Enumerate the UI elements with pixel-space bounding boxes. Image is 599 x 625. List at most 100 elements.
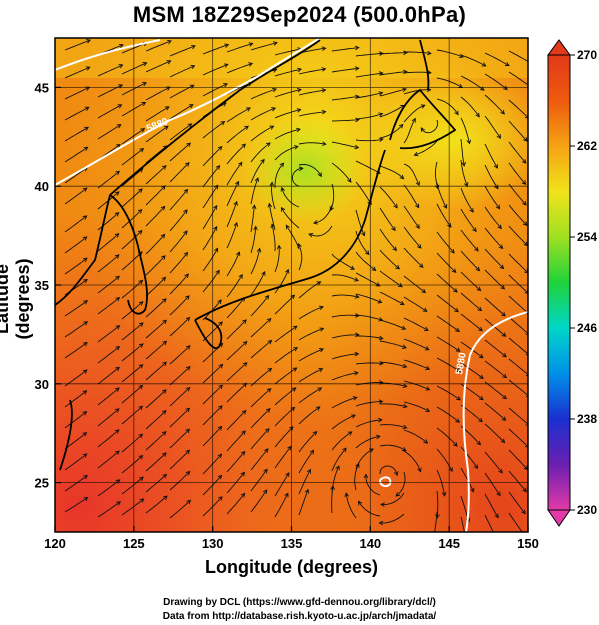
streamline — [271, 224, 276, 252]
streamline — [202, 270, 220, 293]
x-tick-label-125: 125 — [123, 536, 145, 551]
streamline-arrowhead — [420, 127, 425, 132]
streamline-arrowhead — [399, 174, 405, 180]
streamline — [145, 361, 167, 381]
streamline — [436, 427, 458, 447]
streamline — [460, 229, 479, 252]
streamline-arrowhead — [137, 229, 143, 235]
streamline — [355, 401, 383, 407]
streamline-arrowhead — [461, 161, 466, 167]
streamline-arrowhead — [184, 162, 190, 167]
streamline — [484, 381, 507, 400]
streamline-arrowhead — [347, 178, 352, 183]
streamline-arrowhead — [296, 87, 302, 93]
streamline-arrowhead — [350, 265, 355, 270]
streamline — [403, 275, 426, 293]
streamline-arrowhead — [319, 327, 325, 332]
streamline-arrowhead — [479, 374, 484, 379]
streamline-arrowhead — [476, 440, 482, 446]
streamline — [121, 385, 143, 404]
streamline-arrowhead — [342, 447, 347, 453]
streamline-arrowhead — [501, 416, 507, 421]
streamline — [281, 207, 300, 229]
streamline — [484, 269, 505, 290]
streamline — [145, 298, 167, 318]
streamline-arrowhead — [83, 300, 89, 305]
streamline-arrowhead — [354, 277, 359, 282]
streamline-arrowhead — [213, 225, 218, 231]
streamline — [97, 346, 120, 364]
streamline-arrowhead — [82, 187, 88, 192]
streamline-arrowhead — [185, 316, 191, 322]
streamline-arrowhead — [378, 335, 384, 341]
streamline — [460, 250, 480, 272]
streamline-arrowhead — [493, 163, 498, 169]
streamline-arrowhead — [308, 233, 314, 238]
streamline — [379, 105, 405, 118]
streamline — [202, 44, 229, 55]
streamline-arrowhead — [424, 346, 430, 351]
streamline-arrowhead — [453, 288, 458, 293]
streamline-arrowhead — [164, 106, 170, 111]
colorbar-tick-label-246: 246 — [577, 321, 597, 335]
streamline — [250, 248, 261, 275]
streamline-arrowhead — [501, 332, 507, 337]
streamline — [271, 182, 276, 210]
streamline-arrowhead — [292, 325, 298, 331]
streamline-arrowhead — [162, 340, 168, 346]
streamline — [202, 226, 218, 251]
streamline-arrowhead — [138, 188, 143, 193]
streamline — [331, 334, 359, 339]
streamline-arrowhead — [167, 39, 172, 45]
streamline-arrowhead — [524, 114, 528, 119]
streamline — [331, 119, 360, 122]
streamline-arrowhead — [191, 44, 196, 50]
streamline-arrowhead — [402, 383, 408, 389]
streamline — [379, 361, 407, 368]
streamline — [379, 71, 407, 76]
streamline-arrowhead — [318, 305, 324, 311]
streamline — [169, 104, 194, 120]
streamline — [169, 449, 190, 470]
streamline — [403, 104, 425, 123]
streamline — [355, 92, 383, 99]
streamline-arrowhead — [115, 275, 120, 281]
streamline-arrowhead — [162, 361, 168, 367]
streamline-arrowhead — [217, 425, 223, 431]
streamline-arrowhead — [499, 264, 505, 270]
streamline-arrowhead — [477, 306, 483, 312]
streamline-arrowhead — [217, 299, 222, 305]
streamline — [298, 348, 324, 362]
colorbar-tick-label-230: 230 — [577, 503, 597, 517]
streamline-arrowhead — [138, 343, 144, 348]
streamline — [355, 160, 381, 174]
streamline-arrowhead — [293, 145, 299, 150]
streamline-arrowhead — [292, 367, 298, 372]
streamline-arrowhead — [297, 67, 303, 73]
streamline — [169, 407, 190, 428]
streamline-arrowhead — [84, 106, 90, 111]
colorbar: 270 262 254 246 238 230 — [547, 39, 597, 527]
streamline — [460, 271, 481, 291]
streamline — [298, 368, 323, 383]
streamline-arrowhead — [354, 144, 360, 150]
streamline-arrowhead — [285, 472, 290, 477]
x-axis-label: Longitude (degrees) — [204, 557, 378, 577]
streamline — [64, 86, 90, 100]
streamline-arrowhead — [317, 387, 323, 392]
streamline-arrowhead — [186, 142, 192, 148]
streamline-arrowhead — [160, 233, 166, 239]
streamline — [484, 227, 503, 249]
streamline — [298, 89, 326, 96]
streamline-arrowhead — [417, 243, 422, 249]
streamline — [358, 501, 381, 517]
coast-mainland — [55, 39, 321, 306]
streamline — [202, 185, 219, 209]
streamline — [226, 382, 247, 403]
streamline — [436, 49, 464, 58]
streamline-arrowhead — [525, 421, 528, 426]
streamline-arrowhead — [498, 244, 504, 250]
streamline — [508, 358, 528, 376]
streamline-arrowhead — [188, 104, 194, 109]
streamline-arrowhead — [220, 121, 226, 126]
